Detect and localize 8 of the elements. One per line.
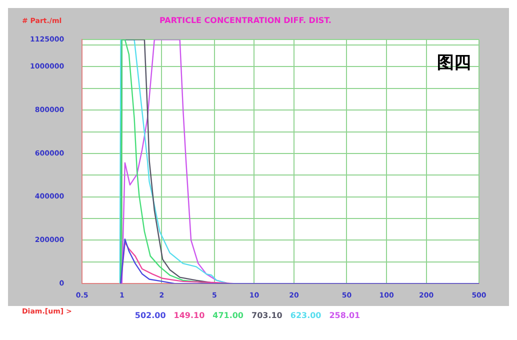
text: 703.10 [252, 311, 283, 320]
annotation: 图四 [437, 53, 471, 74]
text: 149.10 [174, 311, 206, 320]
text: 471.00 [212, 311, 244, 320]
text: 623.00 [290, 311, 322, 320]
text: 502.00 [134, 311, 166, 320]
text: 258.01 [329, 311, 361, 320]
chart-title: PARTICLE CONCENTRATION DIFF. DIST. [160, 16, 332, 25]
